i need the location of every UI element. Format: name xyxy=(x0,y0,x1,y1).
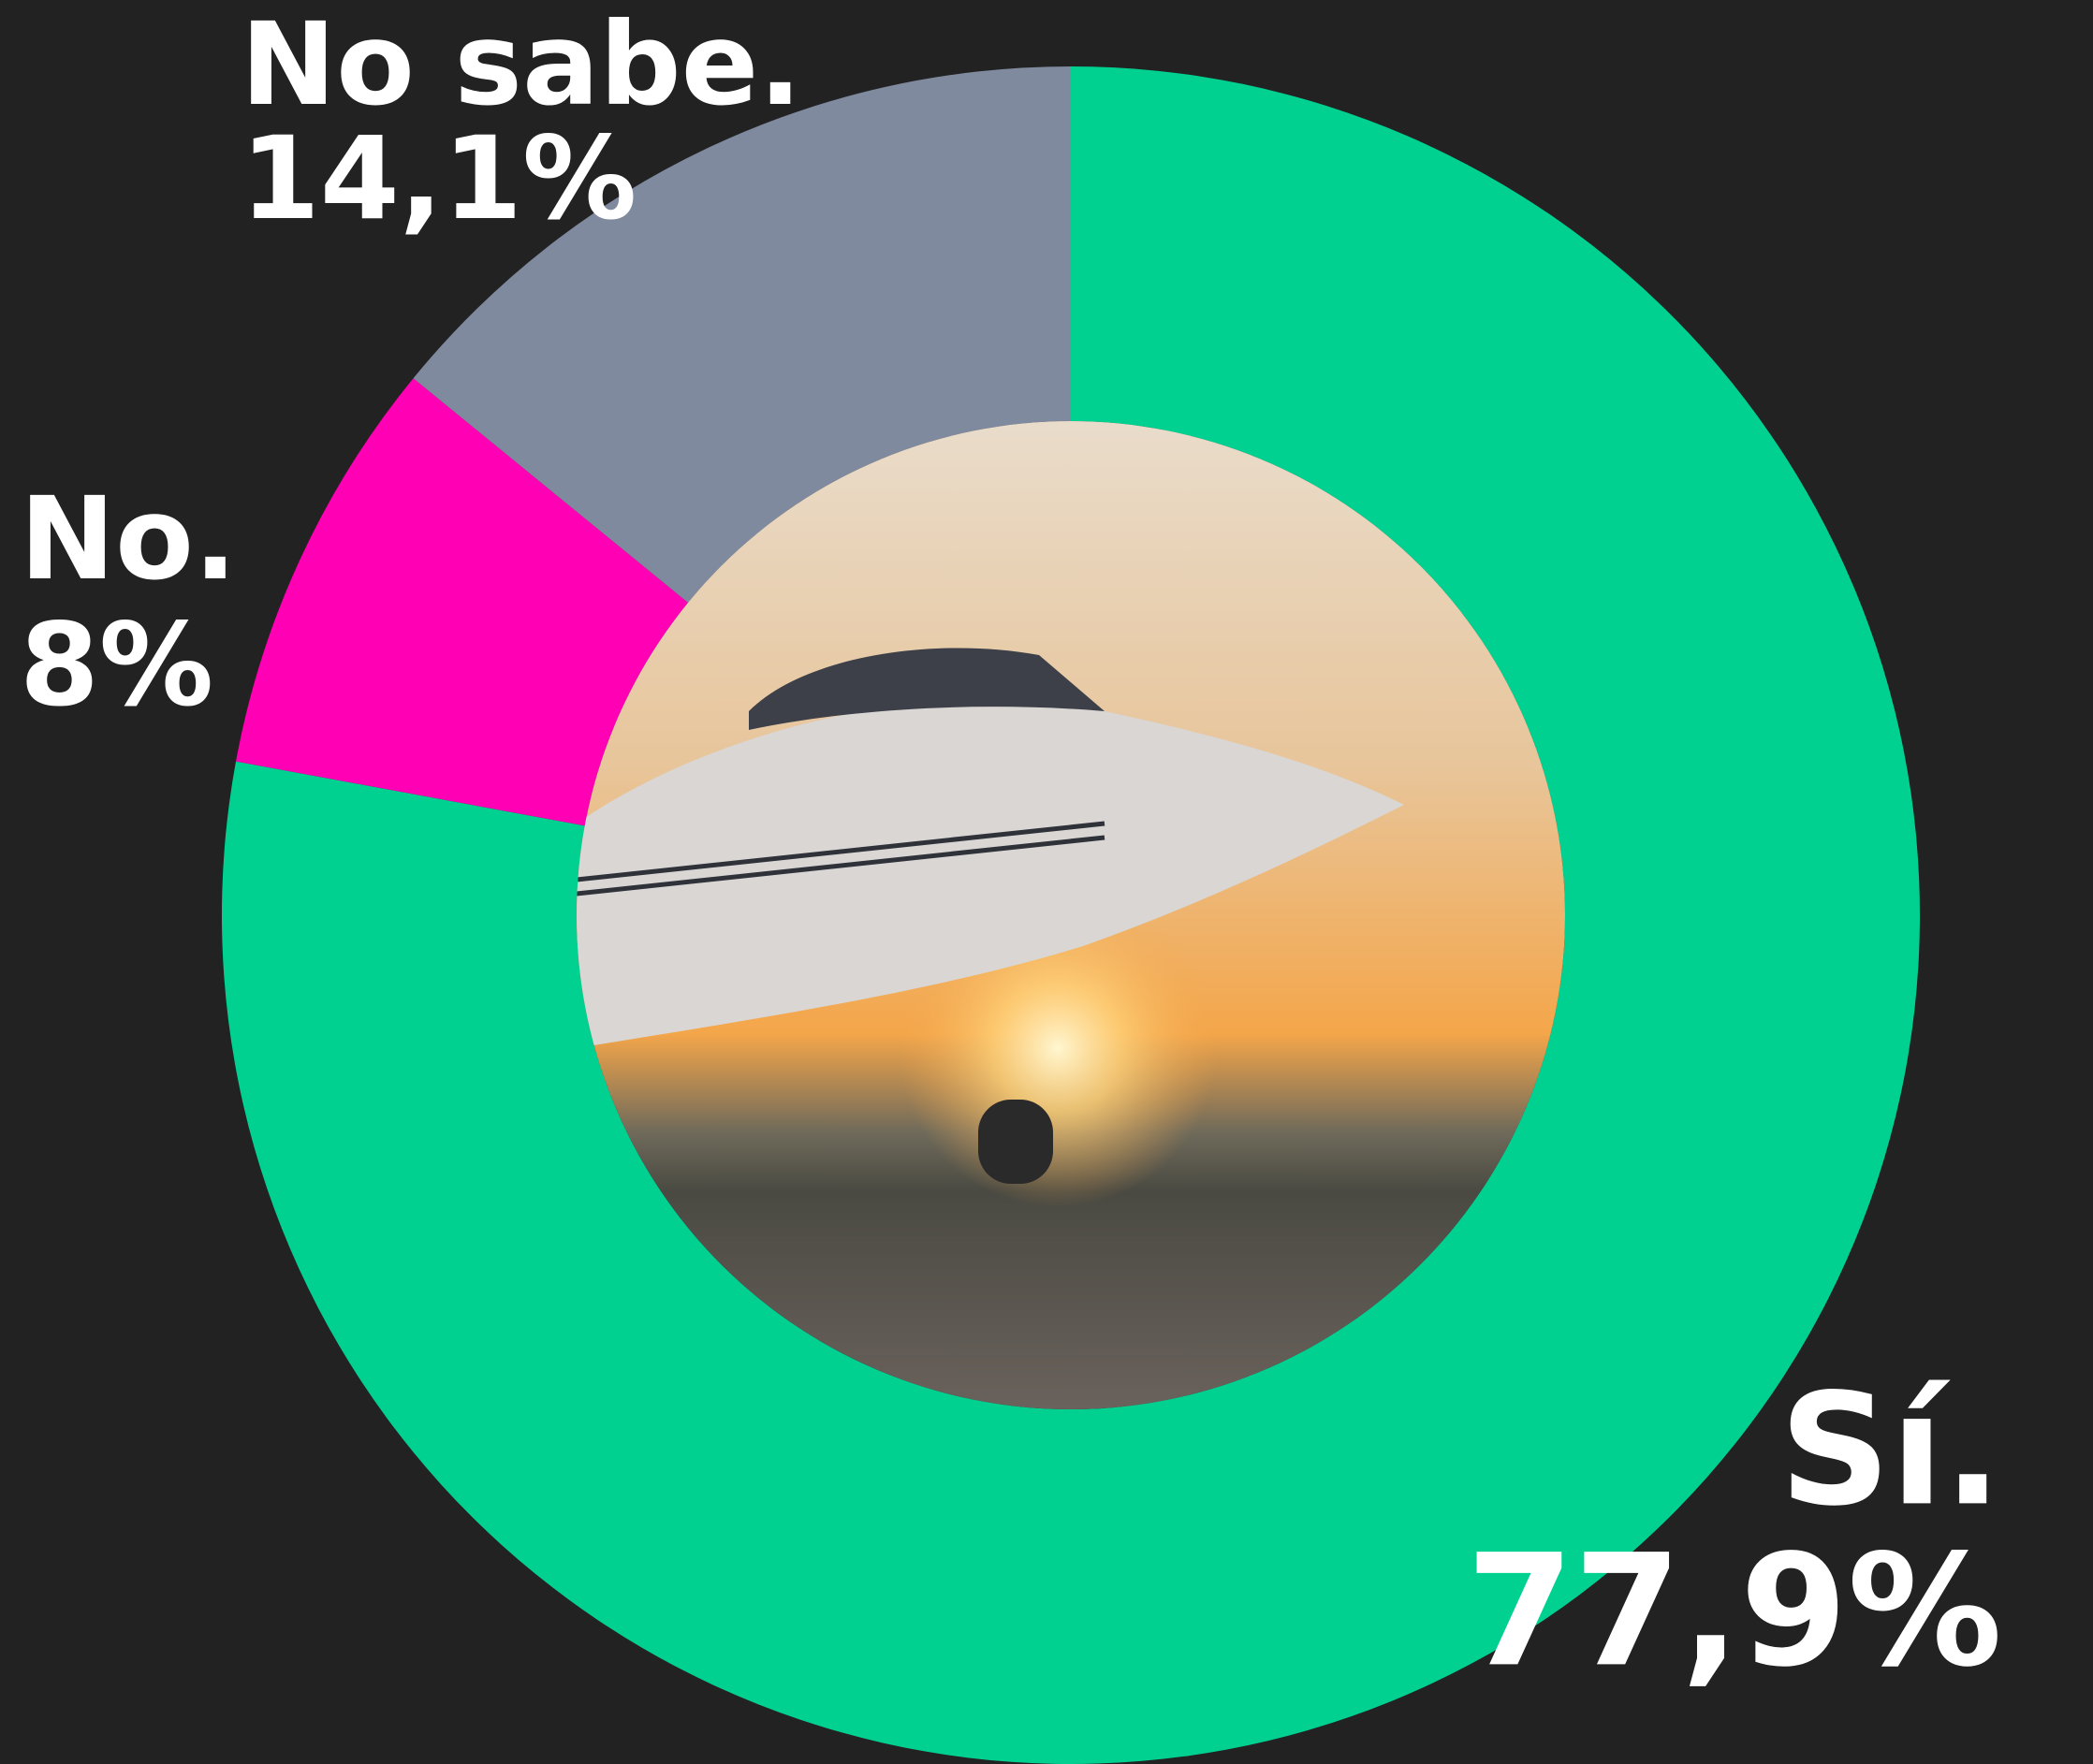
slice-label: No sabe. xyxy=(241,0,802,131)
value-label: 77,9% xyxy=(1467,1521,2002,1700)
slice-label: Sí. xyxy=(1779,1360,2002,1539)
value-label: 8% xyxy=(20,599,213,732)
photo-wheel xyxy=(978,1100,1053,1184)
slice-label: No. xyxy=(20,473,237,605)
center-photo xyxy=(577,421,1565,1409)
page: Sí.77,9%No.8%No sabe.14,1% (() => { cons… xyxy=(0,0,2093,1764)
chart: Sí.77,9% No.8% No sabe.14,1% xyxy=(0,0,2093,1764)
value-label: 14,1% xyxy=(241,112,637,245)
